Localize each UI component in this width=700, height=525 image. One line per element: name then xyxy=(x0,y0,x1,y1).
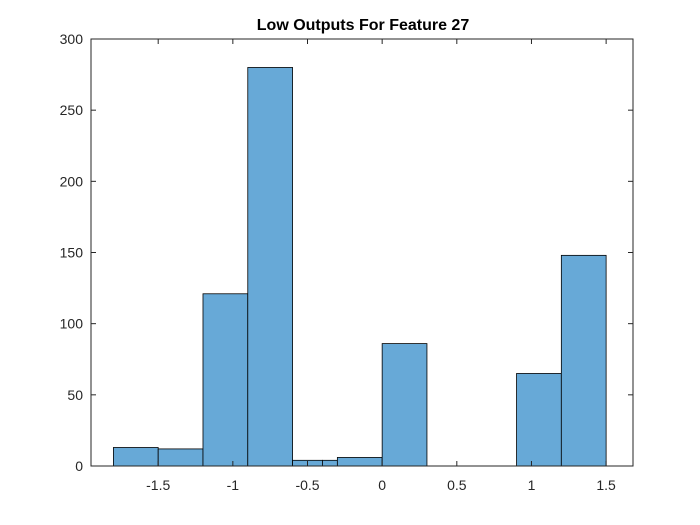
x-tick-label: -1.5 xyxy=(146,477,170,493)
y-tick-label: 150 xyxy=(60,245,84,261)
x-tick-label: 0 xyxy=(378,477,386,493)
x-tick-label: 1 xyxy=(528,477,536,493)
histogram-bar xyxy=(322,459,338,467)
y-tick-label: 200 xyxy=(60,173,84,189)
x-tick-label: -0.5 xyxy=(295,477,319,493)
chart-title: Low Outputs For Feature 27 xyxy=(257,17,470,34)
x-tick-label: 0.5 xyxy=(447,477,467,493)
y-tick-label: 0 xyxy=(75,458,83,474)
histogram-bar xyxy=(336,457,383,467)
histogram-bar xyxy=(516,373,562,467)
y-tick-label: 50 xyxy=(67,387,83,403)
labels-layer: -1.5 -1 -0.5 0 0.5 1 1.5 0 50 100 150 200 250 300 xyxy=(60,31,616,493)
histogram-bar xyxy=(560,254,607,467)
y-tick-label: 300 xyxy=(60,31,84,47)
histogram-bar xyxy=(247,67,293,467)
histogram-bar xyxy=(112,447,159,467)
y-tick-label: 250 xyxy=(60,102,84,118)
axes-layer xyxy=(90,38,634,467)
bars-layer xyxy=(112,67,607,467)
x-tick-label: -1 xyxy=(227,477,240,493)
histogram-bar xyxy=(381,343,428,467)
histogram-bar xyxy=(157,448,204,467)
histogram-bar xyxy=(202,293,249,467)
x-tick-label: 1.5 xyxy=(596,477,616,493)
y-tick-label: 100 xyxy=(60,316,84,332)
